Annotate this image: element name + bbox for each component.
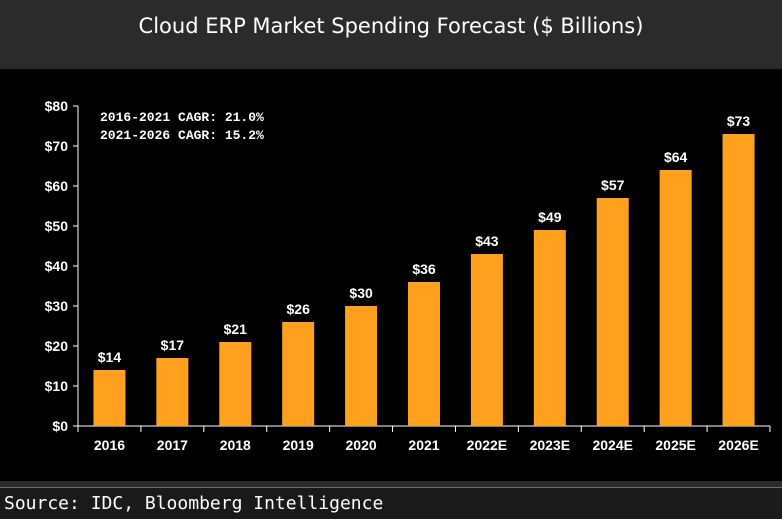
y-tick-label: $70	[45, 138, 69, 154]
labels-layer: $14 2016 $17 2017 $21 2018 $26 2019 $30 2020 $36 20…	[94, 113, 759, 453]
data-label: $43	[475, 233, 499, 249]
bar	[596, 198, 629, 426]
y-tick-label: $10	[45, 378, 69, 394]
bar-chart: $0 $10 $20 $30 $40 $50 $60 $70 $80 $14 2016 $17 201…	[45, 98, 771, 453]
cagr-annotation-1: 2016-2021 CAGR: 21.0%	[100, 110, 264, 125]
chart-title: Cloud ERP Market Spending Forecast ($ Bi…	[0, 0, 782, 52]
bar	[156, 358, 189, 426]
bar	[219, 342, 252, 426]
y-tick-label: $0	[52, 418, 68, 434]
bar	[722, 134, 755, 426]
y-tick-label: $60	[45, 178, 69, 194]
x-tick-label: 2016	[94, 437, 125, 453]
chart-panel: $0 $10 $20 $30 $40 $50 $60 $70 $80 $14 2016 $17 201…	[0, 69, 782, 481]
data-label: $26	[287, 301, 311, 317]
x-tick-label: 2024E	[592, 437, 632, 453]
x-tick-label: 2025E	[655, 437, 695, 453]
x-tick-label: 2023E	[530, 437, 570, 453]
x-tick-label: 2018	[220, 437, 251, 453]
x-tick-label: 2022E	[467, 437, 507, 453]
x-tick-label: 2021	[408, 437, 439, 453]
y-tick-label: $50	[45, 218, 69, 234]
y-tick-label: $30	[45, 298, 69, 314]
bar	[345, 306, 378, 426]
source-note: Source: IDC, Bloomberg Intelligence	[0, 487, 782, 519]
data-label: $14	[98, 349, 122, 365]
data-label: $49	[538, 209, 562, 225]
axes-layer: $0 $10 $20 $30 $40 $50 $60 $70 $80	[45, 98, 771, 434]
bars-layer	[93, 134, 755, 426]
bar	[659, 170, 692, 426]
bar	[408, 282, 440, 426]
data-label: $36	[412, 261, 436, 277]
data-label: $17	[161, 337, 185, 353]
y-tick-label: $80	[45, 98, 69, 114]
x-tick-label: 2019	[283, 437, 314, 453]
cagr-annotation-2: 2021-2026 CAGR: 15.2%	[100, 128, 264, 143]
data-label: $30	[349, 285, 373, 301]
data-label: $64	[664, 149, 688, 165]
data-label: $57	[601, 177, 625, 193]
bar	[533, 230, 566, 426]
y-tick-label: $40	[45, 258, 69, 274]
bar	[93, 370, 126, 426]
x-tick-label: 2026E	[718, 437, 758, 453]
data-label: $73	[727, 113, 751, 129]
data-label: $21	[224, 321, 248, 337]
x-tick-label: 2017	[157, 437, 188, 453]
bar	[282, 322, 315, 426]
y-tick-label: $20	[45, 338, 69, 354]
bar	[470, 254, 503, 426]
x-tick-label: 2020	[346, 437, 377, 453]
